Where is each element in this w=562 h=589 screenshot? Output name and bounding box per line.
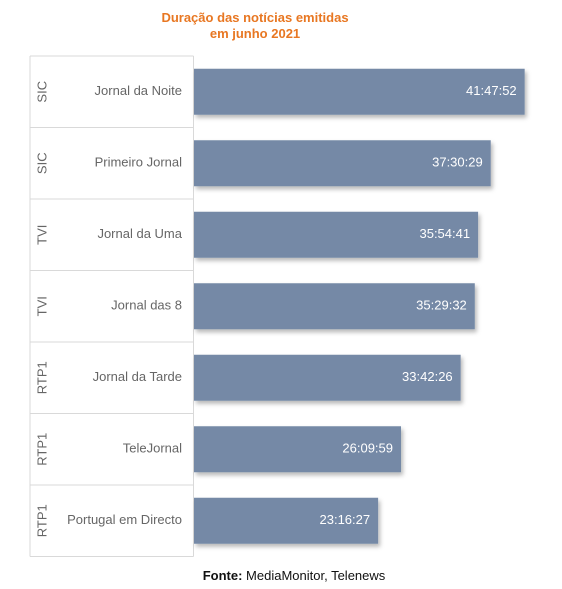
group-label: RTP1	[34, 504, 49, 537]
group-label: SIC	[34, 81, 49, 103]
group-label: SIC	[34, 152, 49, 174]
tick-label: Jornal das 8	[111, 298, 182, 313]
bar	[194, 426, 402, 473]
data-label: 35:54:41	[419, 226, 470, 241]
bar	[194, 211, 479, 258]
bar	[194, 354, 461, 401]
group-label: RTP1	[34, 361, 49, 394]
data-label: 26:09:59	[342, 441, 393, 456]
tick-label: Primeiro Jornal	[95, 155, 183, 170]
bar	[194, 68, 525, 115]
data-label: 37:30:29	[432, 155, 483, 170]
source-text: MediaMonitor, Telenews	[242, 568, 386, 583]
tick-label: Jornal da Uma	[97, 226, 182, 241]
tick-label: Portugal em Directo	[67, 512, 182, 527]
bar	[194, 497, 379, 544]
tick-label: Jornal da Tarde	[93, 369, 182, 384]
bar	[194, 140, 491, 187]
bar	[194, 283, 475, 330]
chart-title-line-2: em junho 2021	[209, 26, 301, 41]
source-footer: Fonte: MediaMonitor, Telenews	[0, 568, 562, 583]
chart-title-line-1: Duração das notícias emitidas	[161, 10, 349, 25]
data-label: 35:29:32	[416, 298, 467, 313]
group-label: RTP1	[34, 433, 49, 466]
data-label: 41:47:52	[466, 83, 517, 98]
group-label: TVI	[34, 296, 49, 316]
data-label: 33:42:26	[402, 369, 453, 384]
tick-label: Jornal da Noite	[95, 83, 182, 98]
chart-title: Duração das notícias emitidas em junho 2…	[0, 10, 510, 42]
source-label: Fonte:	[202, 568, 243, 583]
group-label: TVI	[34, 225, 49, 245]
data-label: 23:16:27	[320, 512, 371, 527]
tick-label: TeleJornal	[123, 441, 182, 456]
